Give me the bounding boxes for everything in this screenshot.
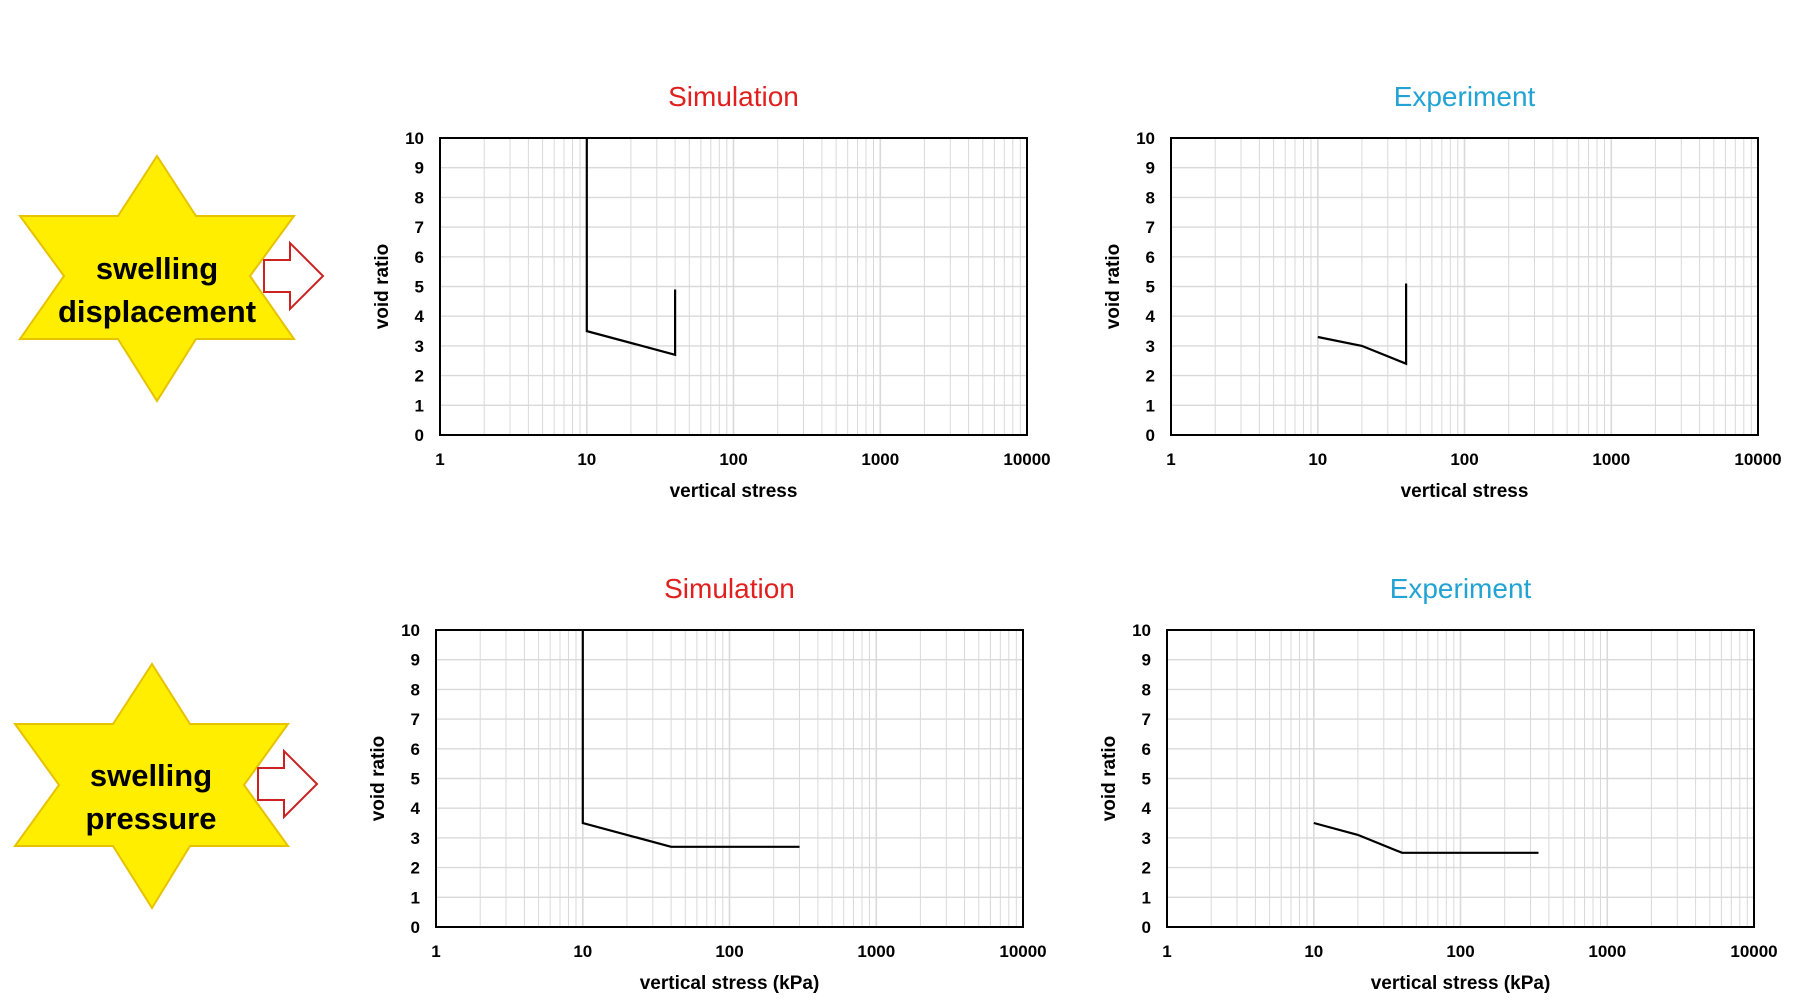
y-tick-label: 4 [1142, 799, 1152, 818]
y-tick-label: 4 [415, 307, 425, 326]
y-tick-label: 8 [1142, 680, 1151, 699]
y-tick-label: 2 [415, 367, 424, 386]
y-tick-label: 10 [401, 621, 420, 640]
x-tick-label: 10000 [1003, 450, 1050, 469]
x-tick-label: 1000 [861, 450, 899, 469]
x-tick-label: 1 [1166, 450, 1175, 469]
x-tick-label: 1 [431, 942, 440, 961]
row-label-line2: displacement [58, 294, 256, 329]
plot-frame [439, 137, 1028, 436]
x-tick-label: 10000 [1730, 942, 1777, 961]
chart-title: Simulation [664, 573, 795, 604]
y-tick-label: 9 [1146, 159, 1155, 178]
y-tick-label: 8 [1146, 188, 1155, 207]
right-arrow-icon [257, 748, 319, 820]
y-tick-label: 2 [411, 859, 420, 878]
y-tick-label: 9 [411, 651, 420, 670]
series-line [1317, 283, 1408, 366]
y-tick-label: 3 [415, 337, 424, 356]
x-tick-label: 10 [573, 942, 592, 961]
x-axis-label: vertical stress (kPa) [1371, 973, 1551, 994]
series-line [581, 630, 800, 848]
y-tick-label: 0 [1142, 918, 1151, 937]
y-axis-label: void ratio [1099, 736, 1120, 822]
y-tick-label: 7 [415, 218, 424, 237]
series-line [1313, 821, 1539, 854]
x-axis-label: vertical stress (kPa) [640, 973, 820, 994]
y-tick-label: 1 [1146, 396, 1155, 415]
x-tick-label: 1000 [857, 942, 895, 961]
y-tick-label: 10 [1136, 129, 1155, 148]
plot-frame [1170, 137, 1759, 436]
star-icon [18, 154, 296, 403]
y-tick-label: 10 [1132, 621, 1151, 640]
y-tick-label: 6 [1142, 740, 1151, 759]
series-line [585, 138, 677, 357]
y-tick-label: 5 [415, 278, 424, 297]
chart-title: Simulation [668, 81, 799, 112]
y-tick-label: 8 [411, 680, 420, 699]
x-axis-label: vertical stress [670, 481, 798, 502]
x-tick-label: 100 [1450, 450, 1478, 469]
y-tick-label: 0 [411, 918, 420, 937]
y-tick-label: 2 [1142, 859, 1151, 878]
y-tick-label: 5 [411, 770, 420, 789]
x-tick-label: 1 [435, 450, 444, 469]
y-tick-label: 0 [1146, 426, 1155, 445]
chart-title: Experiment [1390, 573, 1532, 604]
y-tick-label: 5 [1142, 770, 1151, 789]
x-tick-label: 100 [719, 450, 747, 469]
y-tick-label: 4 [1146, 307, 1156, 326]
y-tick-label: 4 [411, 799, 421, 818]
y-tick-label: 7 [411, 710, 420, 729]
y-tick-label: 1 [1142, 888, 1151, 907]
x-tick-label: 100 [715, 942, 743, 961]
row-label-line1: swelling [90, 758, 212, 793]
y-tick-label: 9 [415, 159, 424, 178]
y-axis-label: void ratio [1103, 244, 1124, 330]
x-tick-label: 1000 [1592, 450, 1630, 469]
y-axis-label: void ratio [368, 736, 389, 822]
x-tick-label: 10000 [999, 942, 1046, 961]
x-tick-label: 10 [1304, 942, 1323, 961]
row-label-swelling-pressure: swelling pressure [13, 662, 290, 910]
y-tick-label: 6 [1146, 248, 1155, 267]
y-tick-label: 8 [415, 188, 424, 207]
row-label-line1: swelling [96, 251, 218, 286]
y-tick-label: 3 [1142, 829, 1151, 848]
y-tick-label: 7 [1142, 710, 1151, 729]
y-tick-label: 0 [415, 426, 424, 445]
x-tick-label: 10000 [1734, 450, 1781, 469]
y-tick-label: 6 [415, 248, 424, 267]
y-tick-label: 3 [411, 829, 420, 848]
y-tick-label: 7 [1146, 218, 1155, 237]
plot-frame [435, 629, 1024, 928]
x-tick-label: 10 [577, 450, 596, 469]
y-tick-label: 3 [1146, 337, 1155, 356]
star-icon [13, 662, 290, 910]
y-axis-label: void ratio [372, 244, 393, 330]
x-tick-label: 1000 [1588, 942, 1626, 961]
chart-title: Experiment [1394, 81, 1536, 112]
x-axis-label: vertical stress [1401, 481, 1529, 502]
right-arrow-icon [263, 240, 325, 312]
row-label-line2: pressure [86, 801, 217, 836]
y-tick-label: 6 [411, 740, 420, 759]
y-tick-label: 1 [415, 396, 424, 415]
y-tick-label: 10 [405, 129, 424, 148]
plot-frame [1166, 629, 1755, 928]
x-tick-label: 10 [1308, 450, 1327, 469]
x-tick-label: 1 [1162, 942, 1171, 961]
x-tick-label: 100 [1446, 942, 1474, 961]
y-tick-label: 5 [1146, 278, 1155, 297]
row-label-swelling-displacement: swelling displacement [18, 154, 296, 403]
y-tick-label: 1 [411, 888, 420, 907]
y-tick-label: 2 [1146, 367, 1155, 386]
y-tick-label: 9 [1142, 651, 1151, 670]
